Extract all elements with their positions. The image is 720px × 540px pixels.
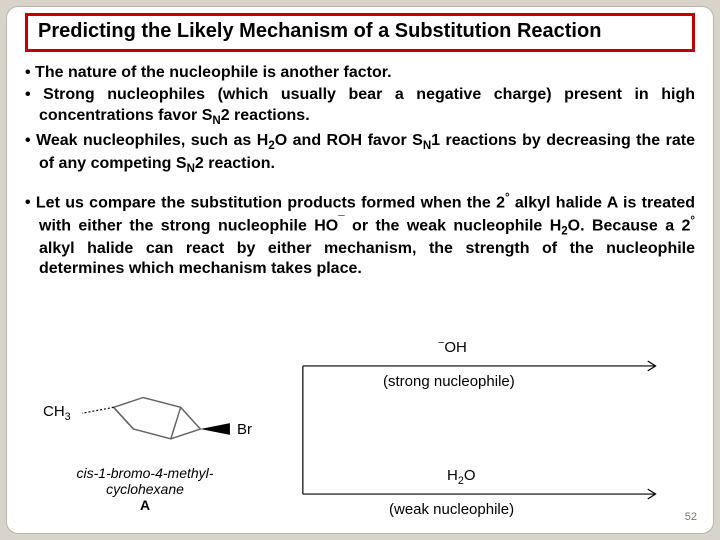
b4-p4: O. Because a 2 [568, 217, 691, 234]
bullet-3: Weak nucleophiles, such as H2O and ROH f… [25, 131, 695, 177]
h2o-O: O [464, 467, 476, 484]
spacer [25, 179, 695, 191]
title-box: Predicting the Likely Mechanism of a Sub… [25, 13, 695, 52]
name-line2: cyclohexane [106, 481, 184, 497]
b4-deg2: ° [690, 215, 695, 227]
b3-p2: O and ROH favor S [275, 132, 423, 149]
b2-part2: 2 reactions. [221, 107, 310, 124]
b4-p5: alkyl halide can react by either mechani… [39, 240, 695, 277]
ch3-text: CH [43, 403, 65, 420]
cyclohexane-ring [114, 397, 201, 438]
br-label: Br [237, 421, 252, 438]
oh-minus-label: −OH [438, 337, 467, 356]
h2o-H: H [447, 467, 458, 484]
page-number: 52 [685, 511, 697, 523]
ch3-sub: 3 [65, 411, 71, 423]
oh-text: OH [444, 339, 467, 356]
reaction-diagram: CH3 Br cis-1-bromo-4-methyl- cyclohexane… [25, 335, 695, 525]
bullet-1: The nature of the nucleophile is another… [25, 63, 695, 83]
ch3-bond [82, 407, 114, 413]
slide-title: Predicting the Likely Mechanism of a Sub… [38, 20, 682, 43]
slide-frame: Predicting the Likely Mechanism of a Sub… [6, 6, 714, 534]
compound-name: cis-1-bromo-4-methyl- cyclohexane A [35, 465, 255, 513]
h2o-label: H2O [447, 467, 476, 487]
b3-p1: Weak nucleophiles, such as H [36, 132, 268, 149]
bullet-4: Let us compare the substitution products… [25, 191, 695, 280]
ch3-label: CH3 [43, 403, 71, 423]
b4-p1: Let us compare the substitution products… [36, 194, 505, 211]
strong-nuc-label: (strong nucleophile) [383, 373, 515, 390]
bullet-1-text: The nature of the nucleophile is another… [35, 64, 392, 81]
b3-p4: 2 reaction. [195, 155, 275, 172]
b2-part1: Strong nucleophiles (which usually bear … [39, 86, 695, 123]
name-line1: cis-1-bromo-4-methyl- [77, 465, 214, 481]
weak-nuc-label: (weak nucleophile) [389, 501, 514, 518]
b2-subN: N [212, 115, 220, 127]
content-area: The nature of the nucleophile is another… [25, 63, 695, 282]
bullet-2: Strong nucleophiles (which usually bear … [25, 85, 695, 128]
b3-subN1: N [423, 140, 431, 152]
b3-subN2: N [187, 163, 195, 175]
b4-p3: or the weak nucleophile H [345, 217, 562, 234]
br-wedge [200, 423, 230, 435]
compound-A: A [140, 497, 150, 513]
